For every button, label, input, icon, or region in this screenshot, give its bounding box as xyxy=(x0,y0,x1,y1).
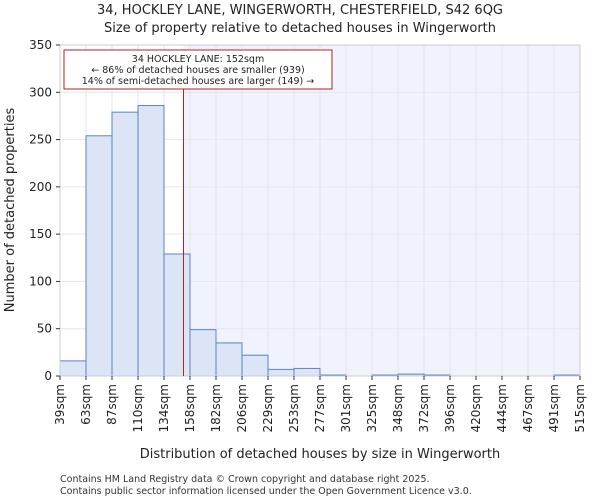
x-tick-label: 348sqm xyxy=(391,384,405,432)
x-tick-label: 158sqm xyxy=(183,384,197,432)
histogram-bar xyxy=(59,360,87,377)
x-tick-label: 134sqm xyxy=(157,384,171,432)
histogram-bar xyxy=(137,105,165,377)
x-tick-label: 515sqm xyxy=(573,384,587,432)
y-tick-label: 250 xyxy=(29,133,52,147)
histogram-bar xyxy=(215,342,243,377)
annotation-box xyxy=(63,49,333,90)
x-tick-label: 444sqm xyxy=(495,384,509,432)
x-tick-label: 229sqm xyxy=(261,384,275,432)
x-tick-label: 63sqm xyxy=(79,384,93,425)
x-tick-label: 420sqm xyxy=(469,384,483,432)
x-tick-label: 277sqm xyxy=(313,384,327,432)
x-tick-label: 372sqm xyxy=(417,384,431,432)
x-tick-label: 253sqm xyxy=(287,384,301,432)
y-tick-label: 200 xyxy=(29,180,52,194)
y-axis-ticks: 0 50 100 150 200 250 300 350 xyxy=(29,38,60,383)
histogram-bar xyxy=(85,135,113,377)
y-tick-label: 350 xyxy=(29,38,52,52)
x-tick-label: 301sqm xyxy=(339,384,353,432)
x-tick-label: 182sqm xyxy=(209,384,223,432)
annotation-line-3: 14% of semi-detached houses are larger (… xyxy=(82,76,315,87)
histogram-bar xyxy=(293,367,321,377)
x-tick-label: 396sqm xyxy=(443,384,457,432)
x-axis-label: Distribution of detached houses by size … xyxy=(140,447,501,462)
y-tick-label: 300 xyxy=(29,85,52,99)
x-tick-label: 87sqm xyxy=(105,384,119,425)
footer-line-2: Contains public sector information licen… xyxy=(60,486,472,497)
annotation-line-1: 34 HOCKLEY LANE: 152sqm xyxy=(132,54,264,65)
x-tick-label: 206sqm xyxy=(235,384,249,432)
y-tick-label: 150 xyxy=(29,227,52,241)
x-tick-label: 39sqm xyxy=(53,384,67,425)
x-tick-label: 110sqm xyxy=(131,384,145,432)
chart-title: 34, HOCKLEY LANE, WINGERWORTH, CHESTERFI… xyxy=(97,3,503,18)
y-tick-label: 0 xyxy=(44,369,52,383)
annotation-line-2: ← 86% of detached houses are smaller (93… xyxy=(91,65,304,76)
x-tick-label: 325sqm xyxy=(365,384,379,432)
histogram-bar xyxy=(241,354,269,377)
x-tick-label: 467sqm xyxy=(521,384,535,432)
footer-line-1: Contains HM Land Registry data © Crown c… xyxy=(60,474,430,485)
histogram-bar xyxy=(267,368,295,377)
chart-subtitle: Size of property relative to detached ho… xyxy=(104,21,496,36)
y-tick-label: 50 xyxy=(37,322,52,336)
plot-background xyxy=(183,45,580,376)
y-tick-label: 100 xyxy=(29,274,52,288)
y-axis-label: Number of detached properties xyxy=(3,108,18,313)
histogram-bar xyxy=(163,253,191,377)
x-tick-label: 491sqm xyxy=(547,384,561,432)
histogram-bar xyxy=(189,329,217,377)
bars xyxy=(59,105,581,377)
x-axis-ticks: 39sqm 63sqm 87sqm 110sqm 134sqm 158sqm 182sqm 2… xyxy=(53,376,587,432)
histogram-bar xyxy=(111,111,139,377)
